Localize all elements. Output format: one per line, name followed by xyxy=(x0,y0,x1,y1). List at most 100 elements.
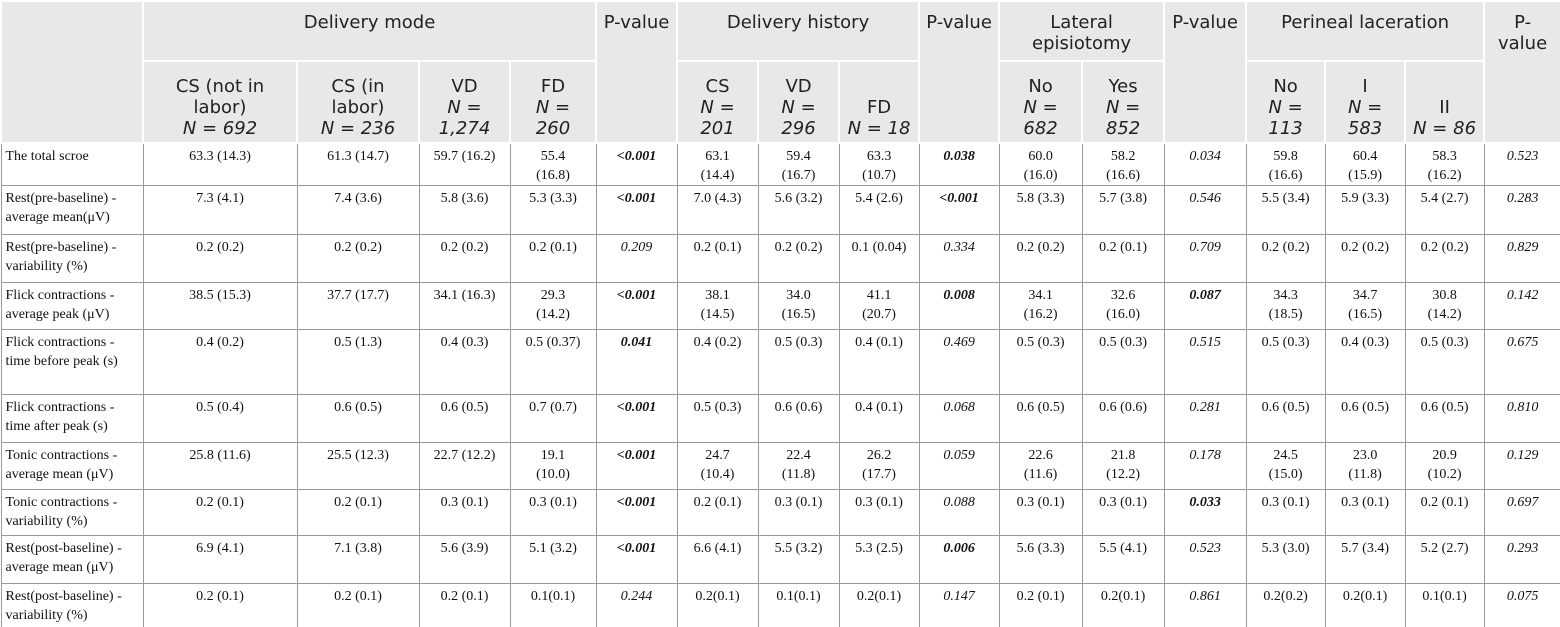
row-label: Flick contractions -time before peak (s) xyxy=(0,329,144,395)
value-cell: 0.2 (0.2) xyxy=(757,234,840,283)
table-row: Rest(post-baseline) -average mean (μV) 6.… xyxy=(0,535,1560,584)
group-header: Delivery history xyxy=(676,0,921,62)
value-cell: 5.5 (3.2) xyxy=(757,535,840,584)
value-cell: 0.6 (0.6) xyxy=(757,394,840,443)
value-cell: 7.0 (4.3) xyxy=(676,185,759,235)
value-cell: 0.2 (0.2) xyxy=(418,234,511,283)
column-header: VD N = 296 xyxy=(757,60,841,144)
column-header: CS (in labor) N = 236 xyxy=(296,60,420,144)
value-cell: 5.9 (3.3) xyxy=(1324,185,1406,235)
value-cell: 63.1 (14.4) xyxy=(676,142,759,186)
column-n: N = 692 xyxy=(182,118,258,139)
value-cell: 0.5 (0.3) xyxy=(998,329,1083,395)
value-cell: 0.2 (0.2) xyxy=(998,234,1083,283)
value-cell: 0.2(0.2) xyxy=(1245,583,1326,627)
value-cell: 0.2 (0.2) xyxy=(296,234,420,283)
column-n: N = 18 xyxy=(847,118,911,139)
row-label: Rest(pre-baseline) -variability (%) xyxy=(0,234,144,283)
value-cell: 0.4 (0.1) xyxy=(838,394,920,443)
p-value-cell: 0.861 xyxy=(1163,583,1247,627)
value-cell: 59.4 (16.7) xyxy=(757,142,840,186)
value-cell: 0.2(0.1) xyxy=(1081,583,1165,627)
p-value-cell: 0.523 xyxy=(1163,535,1247,584)
value-cell: 29.3 (14.2) xyxy=(509,282,597,330)
column-n: N = 682 xyxy=(1023,97,1058,139)
value-cell: 20.9 (10.2) xyxy=(1404,442,1485,490)
p-value-header: P-value xyxy=(595,0,679,144)
value-cell: 0.6 (0.6) xyxy=(1081,394,1165,443)
column-name: CS xyxy=(705,76,730,97)
value-cell: 60.4 (15.9) xyxy=(1324,142,1406,186)
p-value-cell: 0.244 xyxy=(595,583,678,627)
value-cell: 5.4 (2.7) xyxy=(1404,185,1485,235)
value-cell: 0.2 (0.1) xyxy=(998,583,1083,627)
value-cell: 59.8 (16.6) xyxy=(1245,142,1326,186)
p-value-cell: 0.675 xyxy=(1483,329,1560,395)
column-n: N = 236 xyxy=(320,118,396,139)
corner-cell xyxy=(0,0,144,144)
column-name: No xyxy=(1028,76,1053,97)
value-cell: 24.5 (15.0) xyxy=(1245,442,1326,490)
p-value-cell: 0.293 xyxy=(1483,535,1560,584)
value-cell: 0.2 (0.1) xyxy=(676,234,759,283)
row-label: Tonic contractions -variability (%) xyxy=(0,489,144,536)
value-cell: 5.6 (3.2) xyxy=(757,185,840,235)
value-cell: 0.6 (0.5) xyxy=(1245,394,1326,443)
value-cell: 61.3 (14.7) xyxy=(296,142,420,186)
p-value-cell: <0.001 xyxy=(595,142,678,186)
value-cell: 0.7 (0.7) xyxy=(509,394,597,443)
value-cell: 5.4 (2.6) xyxy=(838,185,920,235)
row-label: Rest(pre-baseline) -average mean(μV) xyxy=(0,185,144,235)
value-cell: 0.6 (0.5) xyxy=(296,394,420,443)
value-cell: 0.4 (0.2) xyxy=(676,329,759,395)
value-cell: 60.0 (16.0) xyxy=(998,142,1083,186)
value-cell: 5.3 (2.5) xyxy=(838,535,920,584)
value-cell: 0.3 (0.1) xyxy=(838,489,920,536)
value-cell: 0.4 (0.1) xyxy=(838,329,920,395)
value-cell: 0.4 (0.3) xyxy=(418,329,511,395)
value-cell: 5.7 (3.4) xyxy=(1324,535,1406,584)
value-cell: 34.0 (16.5) xyxy=(757,282,840,330)
value-cell: 21.8 (12.2) xyxy=(1081,442,1165,490)
value-cell: 19.1 (10.0) xyxy=(509,442,597,490)
value-cell: 5.7 (3.8) xyxy=(1081,185,1165,235)
column-name: FD xyxy=(866,97,892,118)
value-cell: 7.4 (3.6) xyxy=(296,185,420,235)
value-cell: 5.1 (3.2) xyxy=(509,535,597,584)
p-value-cell: 0.469 xyxy=(918,329,1000,395)
column-header: FD N = 18 xyxy=(838,60,921,144)
row-label: Flick contractions -time after peak (s) xyxy=(0,394,144,443)
value-cell: 22.7 (12.2) xyxy=(418,442,511,490)
value-cell: 0.3 (0.1) xyxy=(1081,489,1165,536)
value-cell: 55.4 (16.8) xyxy=(509,142,597,186)
value-cell: 0.2 (0.1) xyxy=(1081,234,1165,283)
group-header: Lateral episiotomy xyxy=(998,0,1166,62)
value-cell: 37.7 (17.7) xyxy=(296,282,420,330)
value-cell: 0.2 (0.2) xyxy=(1404,234,1485,283)
p-value-header: P-value xyxy=(1163,0,1248,144)
p-value-cell: 0.088 xyxy=(918,489,1000,536)
row-label: The total scroe xyxy=(0,142,144,186)
value-cell: 0.2 (0.1) xyxy=(296,583,420,627)
value-cell: 0.5 (0.3) xyxy=(1404,329,1485,395)
p-value-cell: 0.142 xyxy=(1483,282,1560,330)
value-cell: 34.3 (18.5) xyxy=(1245,282,1326,330)
column-header: Yes N = 852 xyxy=(1081,60,1166,144)
column-n: N = 201 xyxy=(700,97,735,139)
table-row: Flick contractions -average peak (μV) 38.… xyxy=(0,282,1560,330)
value-cell: 5.8 (3.6) xyxy=(418,185,511,235)
value-cell: 24.7 (10.4) xyxy=(676,442,759,490)
value-cell: 0.5 (0.3) xyxy=(1081,329,1165,395)
column-n: N = 583 xyxy=(1347,97,1383,139)
value-cell: 0.3 (0.1) xyxy=(418,489,511,536)
p-value-header: P-value xyxy=(1483,0,1560,144)
value-cell: 0.3 (0.1) xyxy=(998,489,1083,536)
p-value-cell: <0.001 xyxy=(595,442,678,490)
value-cell: 34.1 (16.2) xyxy=(998,282,1083,330)
value-cell: 0.5 (0.3) xyxy=(1245,329,1326,395)
column-header: VD N = 1,274 xyxy=(418,60,511,144)
value-cell: 7.3 (4.1) xyxy=(142,185,298,235)
value-cell: 38.1 (14.5) xyxy=(676,282,759,330)
p-value-cell: 0.546 xyxy=(1163,185,1247,235)
